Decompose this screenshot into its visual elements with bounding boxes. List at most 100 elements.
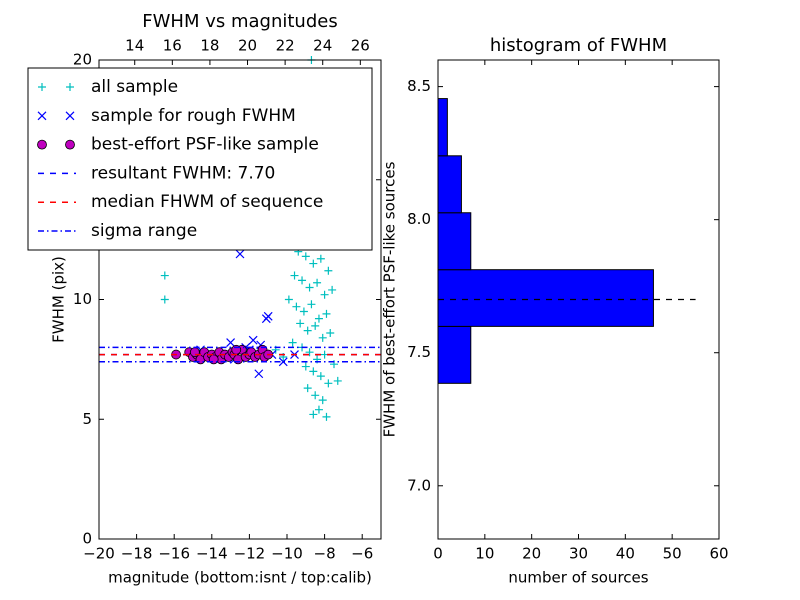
x-tick-label: −8 [314,545,336,563]
legend-marker [65,111,75,121]
point [318,396,327,405]
x-tick-label: −20 [83,545,115,563]
y-axis-label: FWHM of best-effort PSF-like sources [381,161,399,437]
point [231,344,242,355]
x2-tick-label: 14 [125,37,144,55]
point [292,302,301,311]
point [320,290,329,299]
point [254,369,264,379]
point [314,314,323,323]
point [278,357,288,367]
x2-tick-label: 16 [163,37,182,55]
bar [437,325,472,384]
point [303,326,312,335]
point [309,259,318,268]
chart-title: FWHM vs magnitudes [142,11,337,32]
y-tick-label: 8.0 [407,210,431,228]
legend-box [27,67,373,251]
point [333,376,342,385]
x-tick-label: 20 [522,545,541,563]
point [316,254,325,263]
point [322,412,331,421]
point [299,307,308,316]
x-tick-label: −10 [271,545,303,563]
y-tick-label: 7.5 [407,343,431,361]
point [311,321,320,330]
x-axis-label: magnitude (bottom:isnt / top:calib) [108,569,372,587]
x-tick-label: 30 [569,545,588,563]
point [307,300,316,309]
point [296,319,305,328]
legend-label: median FHWM of sequence [91,192,323,212]
point [318,333,327,342]
bar [437,155,462,214]
point [208,354,219,365]
legend-label: sigma range [91,221,197,241]
point [303,384,312,393]
x-tick-label: 50 [663,545,682,563]
point [328,285,337,294]
point [284,295,293,304]
x-tick-label: 40 [616,545,635,563]
legend-marker [37,139,47,150]
y-tick-label: 10 [73,290,92,308]
x2-tick-label: 24 [313,37,332,55]
point [324,266,333,275]
bar [437,269,654,327]
point [309,410,318,419]
point [261,314,271,324]
point [288,338,297,347]
point [313,278,322,287]
legend-label: all sample [91,77,178,97]
x2-tick-label: 18 [200,37,219,55]
chart-title: histogram of FWHM [490,35,667,56]
x2-tick-label: 20 [238,37,257,55]
x-tick-label: −16 [158,545,190,563]
y-tick-label: 20 [73,51,92,69]
y-tick-label: 0 [82,530,92,548]
point [301,362,310,371]
point [311,391,320,400]
legend-marker [38,83,46,91]
legend-label: sample for rough FWHM [91,106,296,126]
y-tick-label: 8.5 [407,77,431,95]
bar [437,212,472,271]
point [248,335,258,345]
point [160,295,169,304]
point [305,348,314,357]
point [322,309,331,318]
point [326,329,335,338]
x-tick-label: −18 [121,545,153,563]
point [290,271,299,280]
legend-marker [66,83,74,91]
y-tick-label: 5 [82,410,92,428]
point [301,252,310,261]
x-tick-label: 10 [475,545,494,563]
legend-marker [37,111,47,121]
x-tick-label: −6 [351,545,373,563]
point [160,271,169,280]
y-axis-label: FWHM (pix) [50,256,68,343]
point [298,276,307,285]
point [235,249,245,259]
point [226,338,236,348]
x-tick-label: 60 [709,545,728,563]
x-axis-label: number of sources [508,569,648,587]
point [324,379,333,388]
x-tick-label: −12 [234,545,266,563]
point [314,405,323,414]
x-tick-label: 0 [433,545,443,563]
point [309,367,318,376]
point [305,283,314,292]
x-tick-label: −14 [196,545,228,563]
axes-frame [437,59,720,540]
x2-tick-label: 22 [276,37,295,55]
x2-tick-label: 26 [351,37,370,55]
legend-label: best-effort PSF-like sample [91,135,319,155]
legend-label: resultant FWHM: 7.70 [91,163,275,183]
axes-frame [98,59,382,540]
point [316,372,325,381]
y-tick-label: 7.0 [407,476,431,494]
legend-marker [65,139,75,150]
